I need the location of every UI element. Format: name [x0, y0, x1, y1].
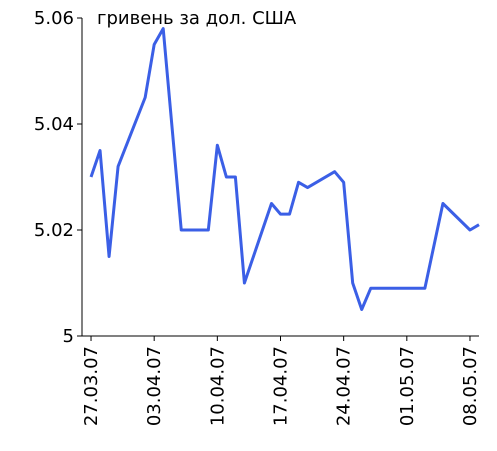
x-tick-label: 17.04.07 — [271, 346, 292, 426]
y-tick-label: 5.06 — [34, 8, 74, 29]
y-tick-label: 5.04 — [34, 114, 74, 135]
x-tick-label: 01.05.07 — [397, 346, 418, 426]
x-tick-label: 08.05.07 — [460, 346, 481, 426]
line — [89, 27, 480, 311]
y-tick-label: 5.02 — [34, 220, 74, 241]
x-tick-label: 27.03.07 — [81, 346, 102, 426]
chart-title: гривень за дол. США — [97, 8, 297, 29]
x-tick-label: 03.04.07 — [144, 346, 165, 426]
y-tick-label: 5 — [63, 326, 74, 347]
x-tick-label: 24.04.07 — [334, 346, 355, 426]
x-tick-label: 10.04.07 — [207, 346, 228, 426]
